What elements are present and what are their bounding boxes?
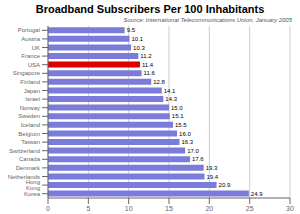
svg-text:Canada: Canada: [19, 156, 41, 162]
svg-text:20: 20: [205, 205, 213, 212]
svg-text:30: 30: [286, 205, 292, 212]
svg-text:Japan: Japan: [24, 88, 40, 94]
svg-text:Norway: Norway: [20, 105, 40, 111]
svg-text:11.6: 11.6: [144, 70, 156, 76]
svg-text:14.3: 14.3: [165, 96, 177, 102]
svg-text:17.0: 17.0: [187, 148, 199, 154]
svg-text:10.1: 10.1: [131, 36, 143, 42]
svg-text:20.9: 20.9: [219, 182, 231, 188]
svg-text:Finland: Finland: [20, 79, 40, 85]
svg-text:Portugal: Portugal: [18, 27, 40, 33]
svg-text:11.4: 11.4: [142, 62, 154, 68]
svg-text:17.6: 17.6: [192, 156, 204, 162]
svg-text:USA: USA: [28, 62, 40, 68]
svg-text:Austria: Austria: [21, 36, 40, 42]
html-text:Broadband Subscribers Per 100: Broadband Subscribers Per 100 Inhabitant…: [35, 3, 265, 15]
svg-text:25: 25: [246, 205, 254, 212]
svg-text:12.8: 12.8: [153, 79, 165, 85]
svg-text:Korea: Korea: [24, 191, 41, 197]
svg-text:19.4: 19.4: [206, 174, 218, 180]
svg-text:0: 0: [46, 205, 50, 212]
svg-text:15: 15: [165, 205, 173, 212]
svg-text:France: France: [21, 53, 40, 59]
svg-text:16.3: 16.3: [181, 139, 193, 145]
svg-text:Switzerland: Switzerland: [9, 148, 40, 154]
svg-text:5: 5: [86, 205, 90, 212]
svg-text:HongKong: HongKong: [26, 179, 40, 191]
svg-text:16.0: 16.0: [179, 131, 191, 137]
svg-text:15.5: 15.5: [175, 122, 187, 128]
svg-text:Singapore: Singapore: [13, 70, 41, 76]
svg-text:14.1: 14.1: [164, 88, 176, 94]
svg-text:11.2: 11.2: [140, 53, 152, 59]
html-text:Source: International Telecomm: Source: International Telecommunications…: [123, 17, 292, 23]
svg-text:10.3: 10.3: [133, 45, 145, 51]
svg-text:24.9: 24.9: [251, 191, 263, 197]
svg-text:Belgium: Belgium: [18, 131, 40, 137]
svg-text:Denmark: Denmark: [16, 165, 41, 171]
svg-text:UK: UK: [32, 45, 40, 51]
svg-text:9.5: 9.5: [127, 27, 136, 33]
svg-text:10: 10: [125, 205, 133, 212]
svg-text:Taiwan: Taiwan: [21, 139, 40, 145]
svg-text:15.0: 15.0: [171, 105, 183, 111]
svg-text:19.3: 19.3: [206, 165, 218, 171]
svg-text:Israel: Israel: [25, 96, 40, 102]
svg-text:15.1: 15.1: [172, 113, 184, 119]
svg-text:Sweden: Sweden: [18, 113, 40, 119]
svg-text:Iceland: Iceland: [21, 122, 40, 128]
